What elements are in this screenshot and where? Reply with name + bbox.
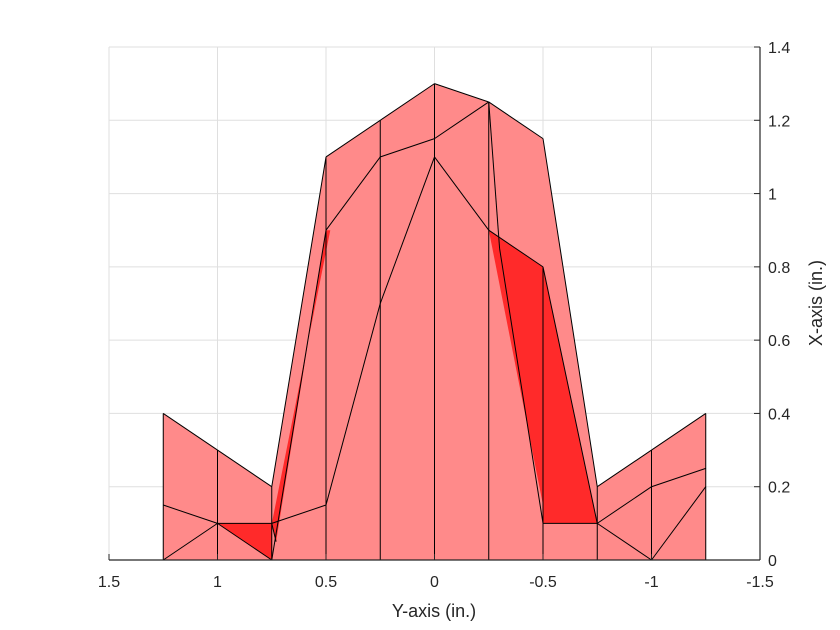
- mesh-edge: [325, 119, 381, 158]
- x-axis-label: Y-axis (in.): [392, 601, 476, 621]
- y-tick-label: 1.4: [768, 40, 790, 57]
- mesh-edge: [163, 504, 218, 524]
- y-tick-label: 1.2: [768, 113, 790, 130]
- mesh-edge: [271, 156, 327, 487]
- mesh-edge: [217, 449, 273, 488]
- mesh-edge: [596, 522, 652, 561]
- mesh-edge: [379, 156, 435, 304]
- y-tick-label: 0.8: [768, 260, 790, 277]
- mesh-edge: [542, 138, 598, 487]
- mesh-edge: [434, 83, 489, 103]
- mesh-edge: [380, 138, 435, 158]
- y-axis-label: X-axis (in.): [806, 260, 826, 346]
- mesh-edge: [499, 248, 544, 524]
- mesh-edge: [651, 467, 706, 488]
- x-tick-label: 0: [430, 574, 439, 591]
- mesh-edge: [651, 413, 707, 451]
- mesh-edges: [162, 83, 707, 561]
- mesh-edge: [434, 101, 490, 140]
- y-tick-label: 0: [768, 553, 777, 570]
- y-tick-label: 0.4: [768, 406, 790, 423]
- mesh-edge: [217, 522, 273, 561]
- mesh-edge: [596, 449, 652, 488]
- mesh-edge: [379, 83, 435, 121]
- mesh-edge: [162, 413, 218, 451]
- x-tick-label: 0.5: [315, 574, 337, 591]
- mesh-edge: [325, 156, 381, 231]
- mesh-edge: [488, 229, 544, 268]
- axes-frame: [108, 46, 761, 561]
- x-tick-label: -1: [644, 574, 658, 591]
- mesh-edge: [488, 101, 501, 249]
- mesh-edge: [271, 523, 277, 542]
- mesh-edge: [488, 101, 544, 140]
- highlighted-region: [271, 230, 331, 542]
- mesh-edge: [434, 156, 490, 231]
- mesh-edge: [271, 230, 327, 561]
- mesh-edge: [162, 522, 218, 561]
- x-tick-label: 1.5: [98, 574, 120, 591]
- mesh-edge: [542, 266, 598, 524]
- x-tick-label: -1.5: [746, 574, 774, 591]
- x-tick-label: 1: [213, 574, 222, 591]
- y-tick-label: 0.6: [768, 333, 790, 350]
- mesh-edge: [325, 303, 381, 506]
- mesh-edge: [271, 504, 327, 524]
- x-tick-labels: 1.5 1 0.5 0 -0.5 -1 -1.5: [98, 574, 774, 591]
- mesh-edge: [596, 486, 652, 524]
- y-tick-label: 1: [768, 187, 777, 204]
- y-tick-label: 0.2: [768, 480, 790, 497]
- x-tick-label: -0.5: [529, 574, 557, 591]
- mesh-edge: [651, 486, 707, 561]
- y-tick-labels: 0 0.2 0.4 0.6 0.8 1 1.2 1.4: [768, 40, 790, 570]
